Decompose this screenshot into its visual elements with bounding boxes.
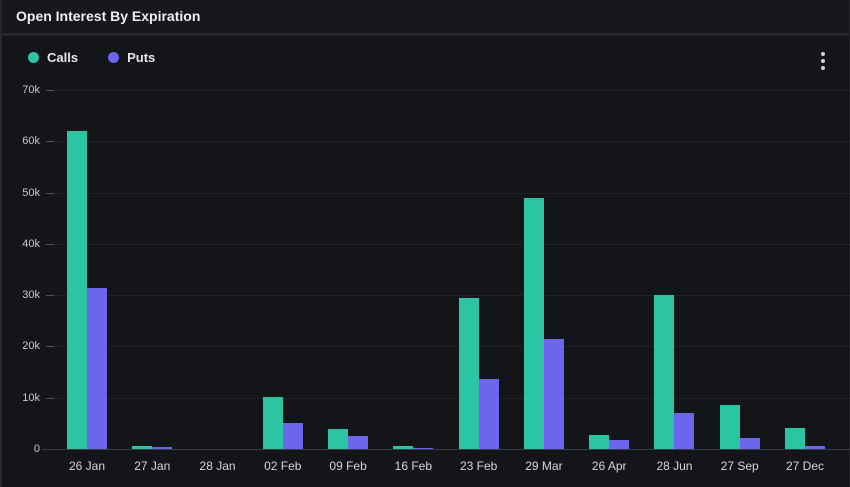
bar-puts-27-sep[interactable] [739, 438, 760, 449]
bar-puts-02-feb[interactable] [282, 423, 303, 449]
gridline [46, 346, 850, 348]
kebab-dot [821, 66, 825, 70]
x-axis-label: 26 Jan [68, 459, 106, 473]
bar-calls-09-feb[interactable] [328, 429, 349, 449]
y-axis-label: 10k [22, 391, 40, 404]
y-axis-tick [46, 397, 54, 399]
gridline [46, 90, 850, 91]
kebab-dot [821, 52, 825, 56]
legend-item-puts[interactable]: Puts [108, 50, 155, 65]
x-axis-label: 28 Jan [199, 459, 236, 473]
x-axis-label: 29 Mar [525, 459, 563, 473]
legend-dot-puts [108, 52, 120, 63]
gridline [46, 295, 850, 297]
bar-puts-23-feb[interactable] [478, 379, 499, 449]
bar-puts-28-jun[interactable] [674, 413, 695, 449]
x-axis-line [42, 449, 850, 450]
bar-calls-26-apr[interactable] [589, 435, 610, 449]
header-divider [2, 33, 849, 36]
bar-calls-29-mar[interactable] [523, 198, 544, 449]
legend-item-label: Calls [47, 50, 79, 65]
x-axis-label: 27 Sep [720, 459, 759, 473]
bar-puts-27-jan[interactable] [152, 447, 173, 449]
gridline [46, 141, 850, 143]
y-axis-label: 30k [22, 289, 40, 302]
x-axis-label: 23 Feb [459, 459, 498, 473]
y-axis-label: 60k [22, 135, 40, 148]
gridline [46, 243, 850, 245]
x-axis-label: 02 Feb [264, 459, 302, 473]
page-title: Open Interest By Expiration [16, 8, 201, 24]
legend-item-calls[interactable]: Calls [28, 50, 78, 65]
bar-puts-09-feb[interactable] [348, 436, 369, 449]
legend-item-label: Puts [127, 50, 156, 65]
y-axis-tick [46, 295, 54, 297]
bar-calls-27-dec[interactable] [785, 428, 805, 449]
bar-puts-29-mar[interactable] [543, 339, 564, 449]
y-axis-label: 70k [22, 84, 40, 96]
bar-puts-26-jan[interactable] [87, 288, 107, 449]
x-axis-label: 28 Jun [656, 459, 693, 473]
bar-calls-27-jan[interactable] [132, 446, 153, 449]
bar-chart: 0 10k 20k 30k 40k 50k 60k 70k 26 Jan 27 Jan 28 Jan… [2, 36, 850, 487]
legend-dot-calls [28, 52, 39, 63]
y-axis-label: 0 [33, 443, 40, 455]
bar-puts-27-dec[interactable] [805, 446, 825, 449]
chart-legend: Calls Puts [28, 50, 155, 65]
x-axis-label: 27 Dec [785, 459, 825, 473]
y-axis-tick [46, 192, 54, 194]
x-axis-label: 09 Feb [329, 459, 367, 473]
bar-puts-16-feb[interactable] [413, 448, 434, 449]
y-axis-tick [46, 141, 54, 143]
widget-header: Open Interest By Expiration [2, 0, 849, 33]
bar-puts-26-apr[interactable] [609, 440, 630, 449]
bar-calls-16-feb[interactable] [393, 446, 414, 449]
gridline [46, 192, 850, 194]
x-axis-label: 16 Feb [394, 459, 433, 473]
y-axis-label: 20k [22, 340, 40, 353]
kebab-menu-icon[interactable] [811, 48, 835, 74]
x-axis-label: 27 Jan [134, 459, 171, 473]
bar-calls-02-feb[interactable] [262, 397, 283, 449]
bar-calls-27-sep[interactable] [719, 405, 740, 449]
x-axis-label: 26 Apr [591, 459, 627, 473]
y-axis-tick [46, 243, 54, 245]
y-axis-tick [46, 346, 54, 348]
bar-calls-28-jun[interactable] [654, 295, 675, 449]
bar-calls-23-feb[interactable] [458, 298, 479, 449]
y-axis-label: 40k [22, 237, 40, 250]
chart-panel: Calls Puts 0 10k 20k 30k 40k 50k 60k 70k 26 Jan 27… [2, 36, 850, 487]
kebab-dot [821, 59, 825, 63]
y-axis-label: 50k [22, 186, 40, 199]
bar-calls-26-jan[interactable] [67, 131, 87, 449]
gridline [46, 397, 850, 399]
y-axis-tick [46, 90, 54, 91]
